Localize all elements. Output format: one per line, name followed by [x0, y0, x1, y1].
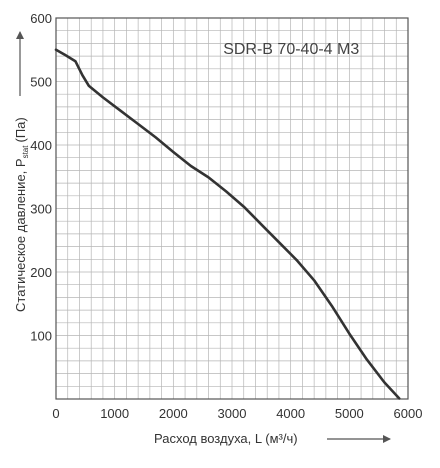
plot-frame [55, 17, 409, 400]
y-axis-title-main: Статическое давление, P [13, 158, 28, 312]
x-tick-label: 5000 [335, 406, 364, 421]
y-tick-label: 400 [30, 138, 52, 153]
y-tick-label: 100 [30, 329, 52, 344]
tick-labels: 0 1000 2000 3000 4000 5000 6000 100 200 300 400 500… [30, 11, 422, 421]
y-axis-title: Статическое давление, Pstat (Па) [13, 117, 30, 312]
x-tick-label: 2000 [159, 406, 188, 421]
y-axis-title-subscript: stat [21, 145, 30, 159]
series-line-0 [54, 48, 401, 400]
y-tick-label: 500 [30, 75, 52, 90]
y-tick-label: 200 [30, 265, 52, 280]
model-label: SDR-B 70-40-4 M3 [223, 41, 359, 58]
y-axis-title-unit: (Па) [13, 117, 28, 142]
x-axis-title: Расход воздуха, L (м³/ч) [154, 431, 298, 446]
series-layer [54, 48, 401, 400]
x-tick-label: 1000 [100, 406, 129, 421]
grid [56, 18, 408, 399]
x-tick-label: 6000 [394, 406, 423, 421]
y-tick-label: 600 [30, 11, 52, 26]
x-tick-label: 3000 [218, 406, 247, 421]
y-tick-label: 300 [30, 202, 52, 217]
x-tick-label: 4000 [276, 406, 305, 421]
x-tick-label: 0 [52, 406, 59, 421]
